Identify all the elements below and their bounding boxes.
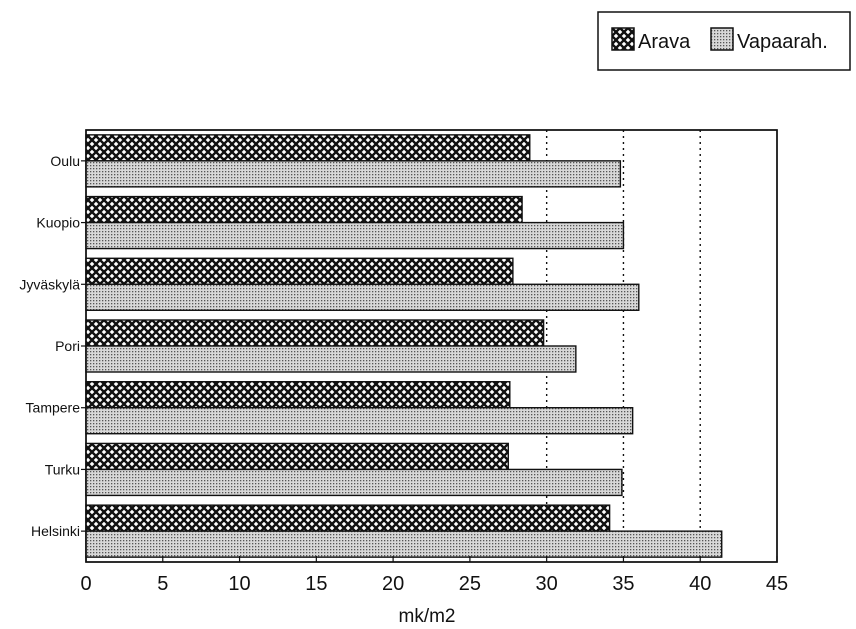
bar-jyväskylä-vapaarah	[85, 283, 640, 311]
bar-turku-vapaarah	[85, 468, 623, 497]
category-label-turku: Turku	[45, 461, 80, 477]
bar-pori-vapaarah	[85, 345, 577, 373]
bar-helsinki-vapaarah	[85, 530, 723, 558]
bar-pori-arava	[85, 319, 545, 347]
legend-label-arava: Arava	[638, 31, 691, 53]
bar-tampere-arava	[85, 381, 511, 409]
x-tick-label-20: 20	[382, 573, 404, 595]
bar-oulu-arava	[85, 134, 531, 162]
plot-border	[85, 129, 778, 563]
x-axis-ticks: 0 5 10 15 20 25 30 35 40 45	[80, 556, 788, 595]
category-label-helsinki: Helsinki	[31, 523, 80, 539]
category-label-kuopio: Kuopio	[36, 215, 80, 231]
category-label-jyväskylä: Jyväskylä	[19, 276, 80, 292]
bar-kuopio-arava	[85, 195, 523, 224]
x-tick-label-15: 15	[305, 573, 327, 595]
legend-swatch-vapaarah	[710, 27, 734, 51]
x-tick-label-35: 35	[612, 573, 634, 595]
bar-kuopio-vapaarah	[85, 221, 625, 250]
bar-jyväskylä-arava	[85, 257, 514, 285]
x-tick-label-5: 5	[157, 573, 168, 595]
x-tick-label-25: 25	[459, 573, 481, 595]
x-tick-label-45: 45	[766, 573, 788, 595]
category-labels: Oulu Kuopio Jyväskylä Pori Tampere Turku Helsi…	[19, 153, 80, 539]
legend: Arava Vapaarah.	[597, 11, 851, 71]
bar-helsinki-arava	[85, 504, 611, 532]
legend-label-vapaarah: Vapaarah.	[737, 31, 828, 53]
category-label-tampere: Tampere	[26, 400, 81, 416]
x-tick-label-10: 10	[228, 573, 250, 595]
category-label-oulu: Oulu	[50, 153, 80, 169]
plot-frame-overlay	[85, 129, 778, 563]
category-label-pori: Pori	[55, 338, 80, 354]
x-tick-label-40: 40	[689, 573, 711, 595]
x-tick-label-0: 0	[80, 573, 91, 595]
bar-turku-arava	[85, 442, 509, 471]
bar-oulu-vapaarah	[85, 160, 622, 188]
plot-area: 0 5 10 15 20 25 30 35 40 45 Oulu Kuopio Jyväskylä Po…	[19, 129, 788, 595]
legend-swatch-arava	[611, 27, 635, 51]
x-tick-label-30: 30	[536, 573, 558, 595]
bar-tampere-vapaarah	[85, 407, 634, 435]
bars	[81, 134, 723, 558]
x-axis-title: mk/m2	[399, 606, 456, 627]
